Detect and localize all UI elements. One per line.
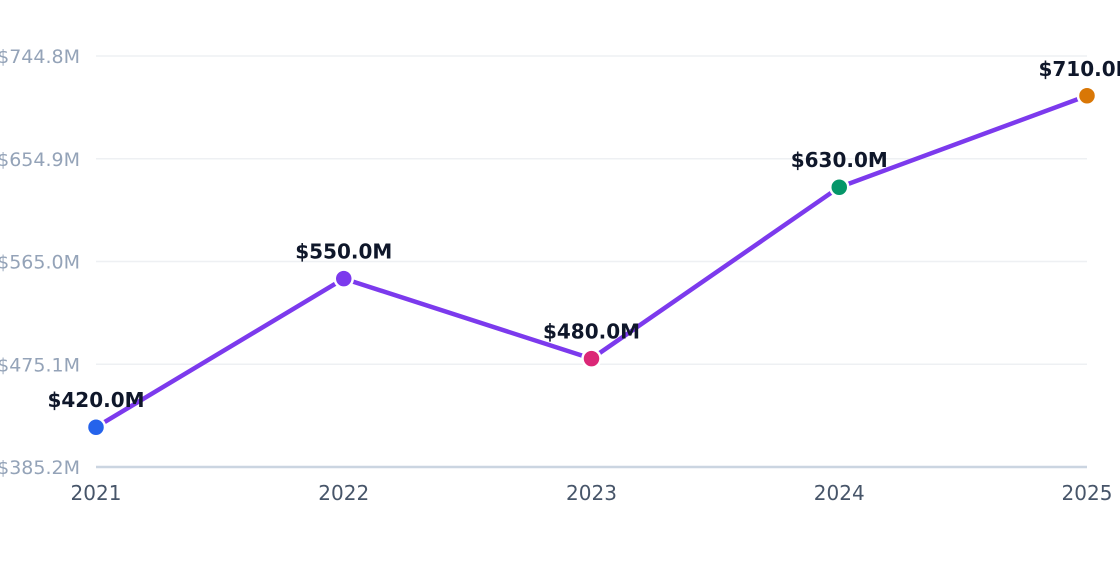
data-point [829,176,850,198]
x-tick-label: 2023 [566,481,617,505]
data-label: $630.0M [791,148,888,172]
y-tick-label: $475.1M [0,354,80,376]
data-label: $710.0M [1038,57,1120,81]
x-tick-label: 2025 [1062,481,1113,505]
data-label: $420.0M [47,388,144,412]
y-axis-ticks: $385.2M $475.1M $565.0M $654.9M $744.8M [0,46,80,479]
data-point [85,416,107,438]
y-tick-label: $565.0M [0,252,80,274]
x-tick-label: 2024 [814,481,865,505]
grid-lines [96,55,1087,469]
x-axis-ticks: 2021 2022 2023 2024 2025 [71,481,1113,505]
data-point [581,348,602,369]
data-label: $480.0M [543,320,640,344]
y-tick-label: $385.2M [0,457,80,479]
x-tick-label: 2021 [71,481,122,505]
y-tick-label: $744.8M [0,46,80,68]
data-points [85,85,1098,438]
x-tick-label: 2022 [318,481,369,505]
y-tick-label: $654.9M [0,149,80,171]
data-point [333,268,354,289]
data-labels: $420.0M $550.0M $480.0M $630.0M $710.0M [47,57,1120,412]
data-point [1076,85,1098,107]
data-label: $550.0M [295,240,392,264]
